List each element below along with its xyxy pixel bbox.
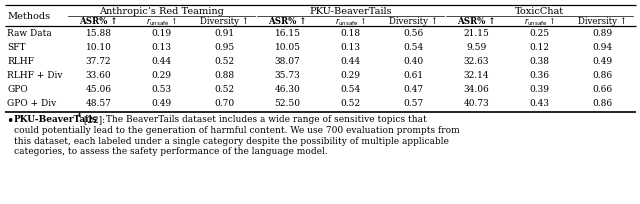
Text: 0.88: 0.88 <box>214 71 235 81</box>
Text: 34.06: 34.06 <box>463 85 490 94</box>
Text: 15.88: 15.88 <box>86 30 111 39</box>
Text: 0.57: 0.57 <box>403 100 424 109</box>
Text: 0.86: 0.86 <box>593 100 612 109</box>
Text: 40.73: 40.73 <box>463 100 490 109</box>
Text: 0.70: 0.70 <box>214 100 235 109</box>
Text: Diversity ↑: Diversity ↑ <box>200 17 249 26</box>
Text: 0.13: 0.13 <box>152 43 172 52</box>
Text: 0.12: 0.12 <box>529 43 550 52</box>
Text: 38.07: 38.07 <box>275 58 300 67</box>
Text: 0.47: 0.47 <box>403 85 424 94</box>
Text: 0.29: 0.29 <box>152 71 172 81</box>
Text: 0.25: 0.25 <box>529 30 550 39</box>
Text: 0.38: 0.38 <box>529 58 550 67</box>
Text: 0.44: 0.44 <box>152 58 172 67</box>
Text: $r_{\mathrm{unsafe}}$ ↑: $r_{\mathrm{unsafe}}$ ↑ <box>524 17 556 29</box>
Text: 0.43: 0.43 <box>529 100 550 109</box>
Text: 0.89: 0.89 <box>593 30 612 39</box>
Text: categories, to assess the safety performance of the language model.: categories, to assess the safety perform… <box>14 147 328 156</box>
Text: 52.50: 52.50 <box>275 100 301 109</box>
Text: 0.94: 0.94 <box>593 43 612 52</box>
Text: 0.40: 0.40 <box>403 58 424 67</box>
Text: RLHF: RLHF <box>7 58 34 67</box>
Text: 0.95: 0.95 <box>214 43 235 52</box>
Text: Diversity ↑: Diversity ↑ <box>389 17 438 26</box>
Text: 0.49: 0.49 <box>593 58 612 67</box>
Text: 37.72: 37.72 <box>86 58 111 67</box>
Text: •: • <box>6 115 13 129</box>
Text: $r_{\mathrm{unsafe}}$ ↑: $r_{\mathrm{unsafe}}$ ↑ <box>335 17 366 29</box>
Text: 0.52: 0.52 <box>214 85 235 94</box>
Text: GPO: GPO <box>7 85 28 94</box>
Text: 21.15: 21.15 <box>463 30 490 39</box>
Text: 0.54: 0.54 <box>403 43 424 52</box>
Text: Anthropic’s Red Teaming: Anthropic’s Red Teaming <box>99 7 224 16</box>
Text: this dataset, each labeled under a single category despite the possibility of mu: this dataset, each labeled under a singl… <box>14 136 449 145</box>
Text: 32.14: 32.14 <box>464 71 490 81</box>
Text: 32.63: 32.63 <box>464 58 489 67</box>
Text: RLHF + Div: RLHF + Div <box>7 71 63 81</box>
Text: 0.53: 0.53 <box>152 85 172 94</box>
Text: PKU-BeaverTails: PKU-BeaverTails <box>14 115 98 124</box>
Text: 10.05: 10.05 <box>275 43 301 52</box>
Text: 0.36: 0.36 <box>529 71 550 81</box>
Text: 0.52: 0.52 <box>340 100 360 109</box>
Text: Methods: Methods <box>7 12 50 21</box>
Text: 0.86: 0.86 <box>593 71 612 81</box>
Text: SFT: SFT <box>7 43 26 52</box>
Text: PKU-BeaverTails: PKU-BeaverTails <box>309 7 392 16</box>
Text: 0.18: 0.18 <box>340 30 360 39</box>
Text: 16.15: 16.15 <box>275 30 301 39</box>
Text: ASR% ↑: ASR% ↑ <box>268 17 307 26</box>
Text: 33.60: 33.60 <box>86 71 111 81</box>
Text: 4: 4 <box>77 113 81 118</box>
Text: could potentially lead to the generation of harmful content. We use 700 evaluati: could potentially lead to the generation… <box>14 126 460 135</box>
Text: 46.30: 46.30 <box>275 85 300 94</box>
Text: ToxicChat: ToxicChat <box>515 7 564 16</box>
Text: 0.29: 0.29 <box>340 71 360 81</box>
Text: [22]:: [22]: <box>81 115 105 124</box>
Text: 48.57: 48.57 <box>86 100 111 109</box>
Text: 0.44: 0.44 <box>340 58 360 67</box>
Text: Diversity ↑: Diversity ↑ <box>578 17 627 26</box>
Text: 0.39: 0.39 <box>529 85 550 94</box>
Text: $r_{\mathrm{unsafe}}$ ↑: $r_{\mathrm{unsafe}}$ ↑ <box>146 17 177 29</box>
Text: 0.13: 0.13 <box>340 43 360 52</box>
Text: GPO + Div: GPO + Div <box>7 100 56 109</box>
Text: 0.56: 0.56 <box>403 30 424 39</box>
Text: 35.73: 35.73 <box>275 71 300 81</box>
Text: The BeaverTails dataset includes a wide range of sensitive topics that: The BeaverTails dataset includes a wide … <box>103 115 427 124</box>
Text: 0.19: 0.19 <box>152 30 172 39</box>
Text: 10.10: 10.10 <box>86 43 111 52</box>
Text: ASR% ↑: ASR% ↑ <box>457 17 496 26</box>
Text: Raw Data: Raw Data <box>7 30 52 39</box>
Text: 0.66: 0.66 <box>593 85 612 94</box>
Text: 45.06: 45.06 <box>86 85 111 94</box>
Text: ASR% ↑: ASR% ↑ <box>79 17 118 26</box>
Text: 0.49: 0.49 <box>152 100 172 109</box>
Text: 0.52: 0.52 <box>214 58 235 67</box>
Text: 0.61: 0.61 <box>403 71 424 81</box>
Text: 9.59: 9.59 <box>467 43 486 52</box>
Text: 0.54: 0.54 <box>340 85 360 94</box>
Text: 0.91: 0.91 <box>214 30 235 39</box>
